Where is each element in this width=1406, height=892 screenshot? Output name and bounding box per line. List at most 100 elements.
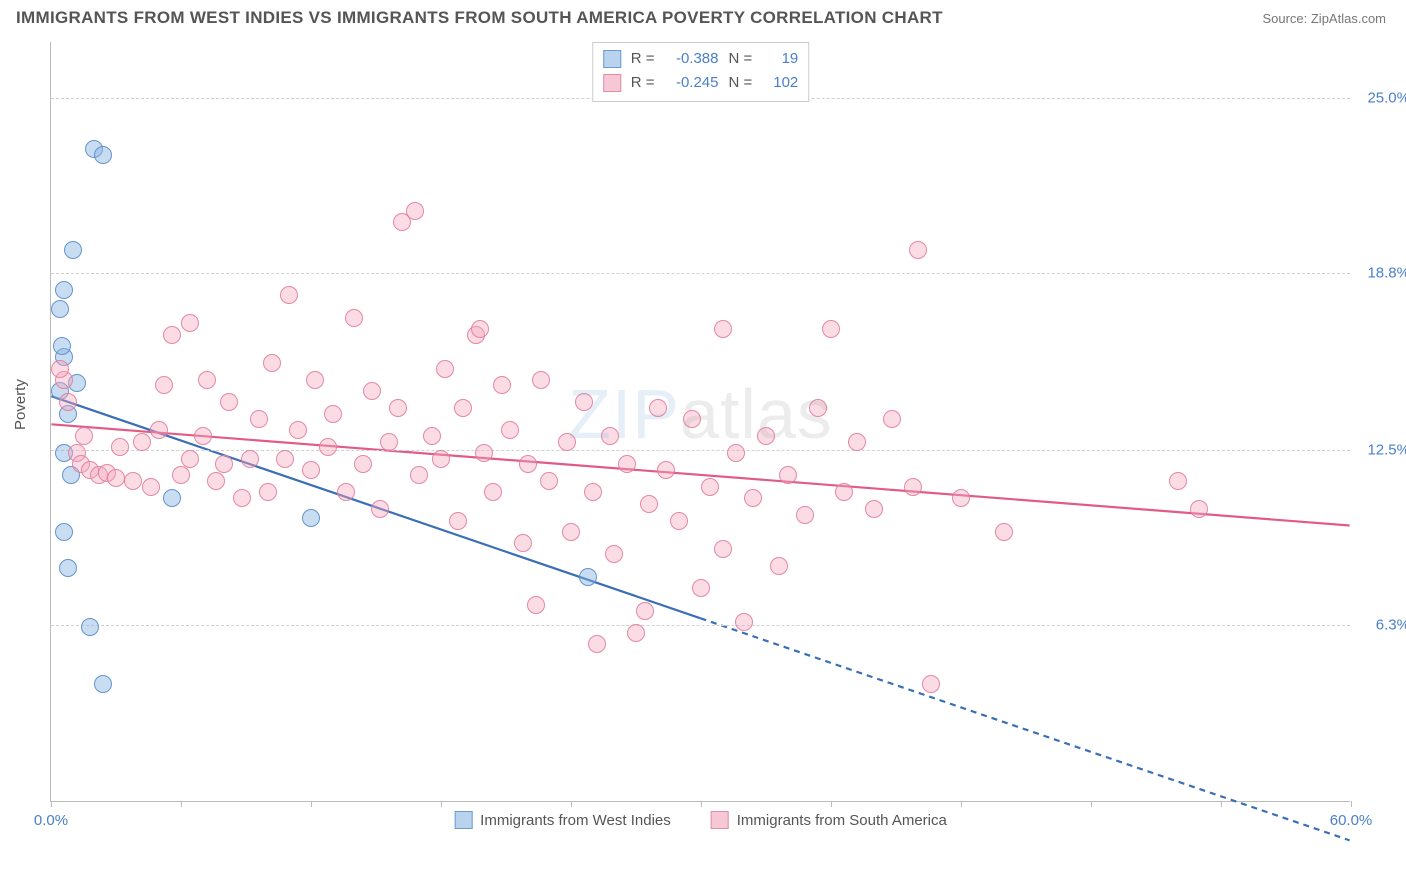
data-point-series-1 xyxy=(111,438,129,456)
data-point-series-1 xyxy=(150,421,168,439)
data-point-series-1 xyxy=(501,421,519,439)
data-point-series-1 xyxy=(640,495,658,513)
data-point-series-1 xyxy=(241,450,259,468)
n-value-1: 102 xyxy=(762,71,798,95)
x-tick xyxy=(1221,801,1222,807)
data-point-series-1 xyxy=(701,478,719,496)
legend-swatch-0 xyxy=(454,811,472,829)
data-point-series-1 xyxy=(363,382,381,400)
data-point-series-1 xyxy=(454,399,472,417)
data-point-series-1 xyxy=(250,410,268,428)
x-tick xyxy=(181,801,182,807)
x-axis-label: 60.0% xyxy=(1330,812,1373,829)
data-point-series-1 xyxy=(657,461,675,479)
data-point-series-0 xyxy=(51,300,69,318)
data-point-series-1 xyxy=(562,523,580,541)
x-axis-label: 0.0% xyxy=(34,812,68,829)
chart-title: IMMIGRANTS FROM WEST INDIES VS IMMIGRANT… xyxy=(16,8,943,28)
data-point-series-1 xyxy=(475,444,493,462)
data-point-series-0 xyxy=(302,509,320,527)
legend-label-0: Immigrants from West Indies xyxy=(480,812,671,829)
y-tick-label: 12.5% xyxy=(1355,442,1406,459)
data-point-series-0 xyxy=(59,559,77,577)
data-point-series-1 xyxy=(692,579,710,597)
gridline xyxy=(51,273,1350,274)
data-point-series-1 xyxy=(584,483,602,501)
data-point-series-1 xyxy=(493,376,511,394)
data-point-series-1 xyxy=(1190,500,1208,518)
x-tick xyxy=(701,801,702,807)
data-point-series-1 xyxy=(822,320,840,338)
data-point-series-0 xyxy=(81,618,99,636)
r-label-0: R = xyxy=(631,47,655,71)
data-point-series-1 xyxy=(263,354,281,372)
data-point-series-1 xyxy=(181,450,199,468)
data-point-series-1 xyxy=(410,466,428,484)
data-point-series-1 xyxy=(757,427,775,445)
data-point-series-1 xyxy=(618,455,636,473)
data-point-series-1 xyxy=(306,371,324,389)
data-point-series-1 xyxy=(163,326,181,344)
data-point-series-1 xyxy=(683,410,701,428)
x-tick xyxy=(311,801,312,807)
r-value-0: -0.388 xyxy=(665,47,719,71)
data-point-series-1 xyxy=(532,371,550,389)
data-point-series-1 xyxy=(198,371,216,389)
data-point-series-1 xyxy=(107,469,125,487)
data-point-series-0 xyxy=(579,568,597,586)
data-point-series-1 xyxy=(627,624,645,642)
legend-label-1: Immigrants from South America xyxy=(737,812,947,829)
data-point-series-0 xyxy=(55,523,73,541)
data-point-series-1 xyxy=(649,399,667,417)
stats-row-series-1: R = -0.245 N = 102 xyxy=(603,71,799,95)
data-point-series-1 xyxy=(744,489,762,507)
data-point-series-1 xyxy=(449,512,467,530)
data-point-series-1 xyxy=(354,455,372,473)
data-point-series-1 xyxy=(995,523,1013,541)
data-point-series-1 xyxy=(588,635,606,653)
data-point-series-1 xyxy=(155,376,173,394)
data-point-series-1 xyxy=(670,512,688,530)
data-point-series-1 xyxy=(59,393,77,411)
data-point-series-1 xyxy=(194,427,212,445)
data-point-series-1 xyxy=(124,472,142,490)
data-point-series-1 xyxy=(519,455,537,473)
data-point-series-1 xyxy=(727,444,745,462)
x-tick xyxy=(831,801,832,807)
data-point-series-1 xyxy=(75,427,93,445)
data-point-series-1 xyxy=(371,500,389,518)
data-point-series-1 xyxy=(904,478,922,496)
data-point-series-1 xyxy=(406,202,424,220)
data-point-series-1 xyxy=(319,438,337,456)
legend-item-0: Immigrants from West Indies xyxy=(454,811,671,829)
trendline-dashed xyxy=(701,618,1350,840)
data-point-series-0 xyxy=(94,675,112,693)
data-point-series-1 xyxy=(276,450,294,468)
data-point-series-1 xyxy=(302,461,320,479)
data-point-series-1 xyxy=(514,534,532,552)
data-point-series-1 xyxy=(324,405,342,423)
trendline xyxy=(51,424,1349,525)
data-point-series-1 xyxy=(575,393,593,411)
n-label-1: N = xyxy=(729,71,753,95)
data-point-series-1 xyxy=(423,427,441,445)
x-tick xyxy=(961,801,962,807)
data-point-series-0 xyxy=(55,281,73,299)
data-point-series-1 xyxy=(133,433,151,451)
data-point-series-1 xyxy=(636,602,654,620)
data-point-series-1 xyxy=(436,360,454,378)
data-point-series-1 xyxy=(909,241,927,259)
data-point-series-1 xyxy=(380,433,398,451)
data-point-series-1 xyxy=(835,483,853,501)
data-point-series-1 xyxy=(714,540,732,558)
data-point-series-1 xyxy=(142,478,160,496)
data-point-series-0 xyxy=(53,337,71,355)
y-tick-label: 18.8% xyxy=(1355,264,1406,281)
r-value-1: -0.245 xyxy=(665,71,719,95)
data-point-series-1 xyxy=(280,286,298,304)
n-label-0: N = xyxy=(729,47,753,71)
data-point-series-1 xyxy=(289,421,307,439)
stats-row-series-0: R = -0.388 N = 19 xyxy=(603,47,799,71)
scatter-plot-area: ZIPatlas R = -0.388 N = 19 R = -0.245 N … xyxy=(50,42,1350,802)
swatch-series-0 xyxy=(603,50,621,68)
